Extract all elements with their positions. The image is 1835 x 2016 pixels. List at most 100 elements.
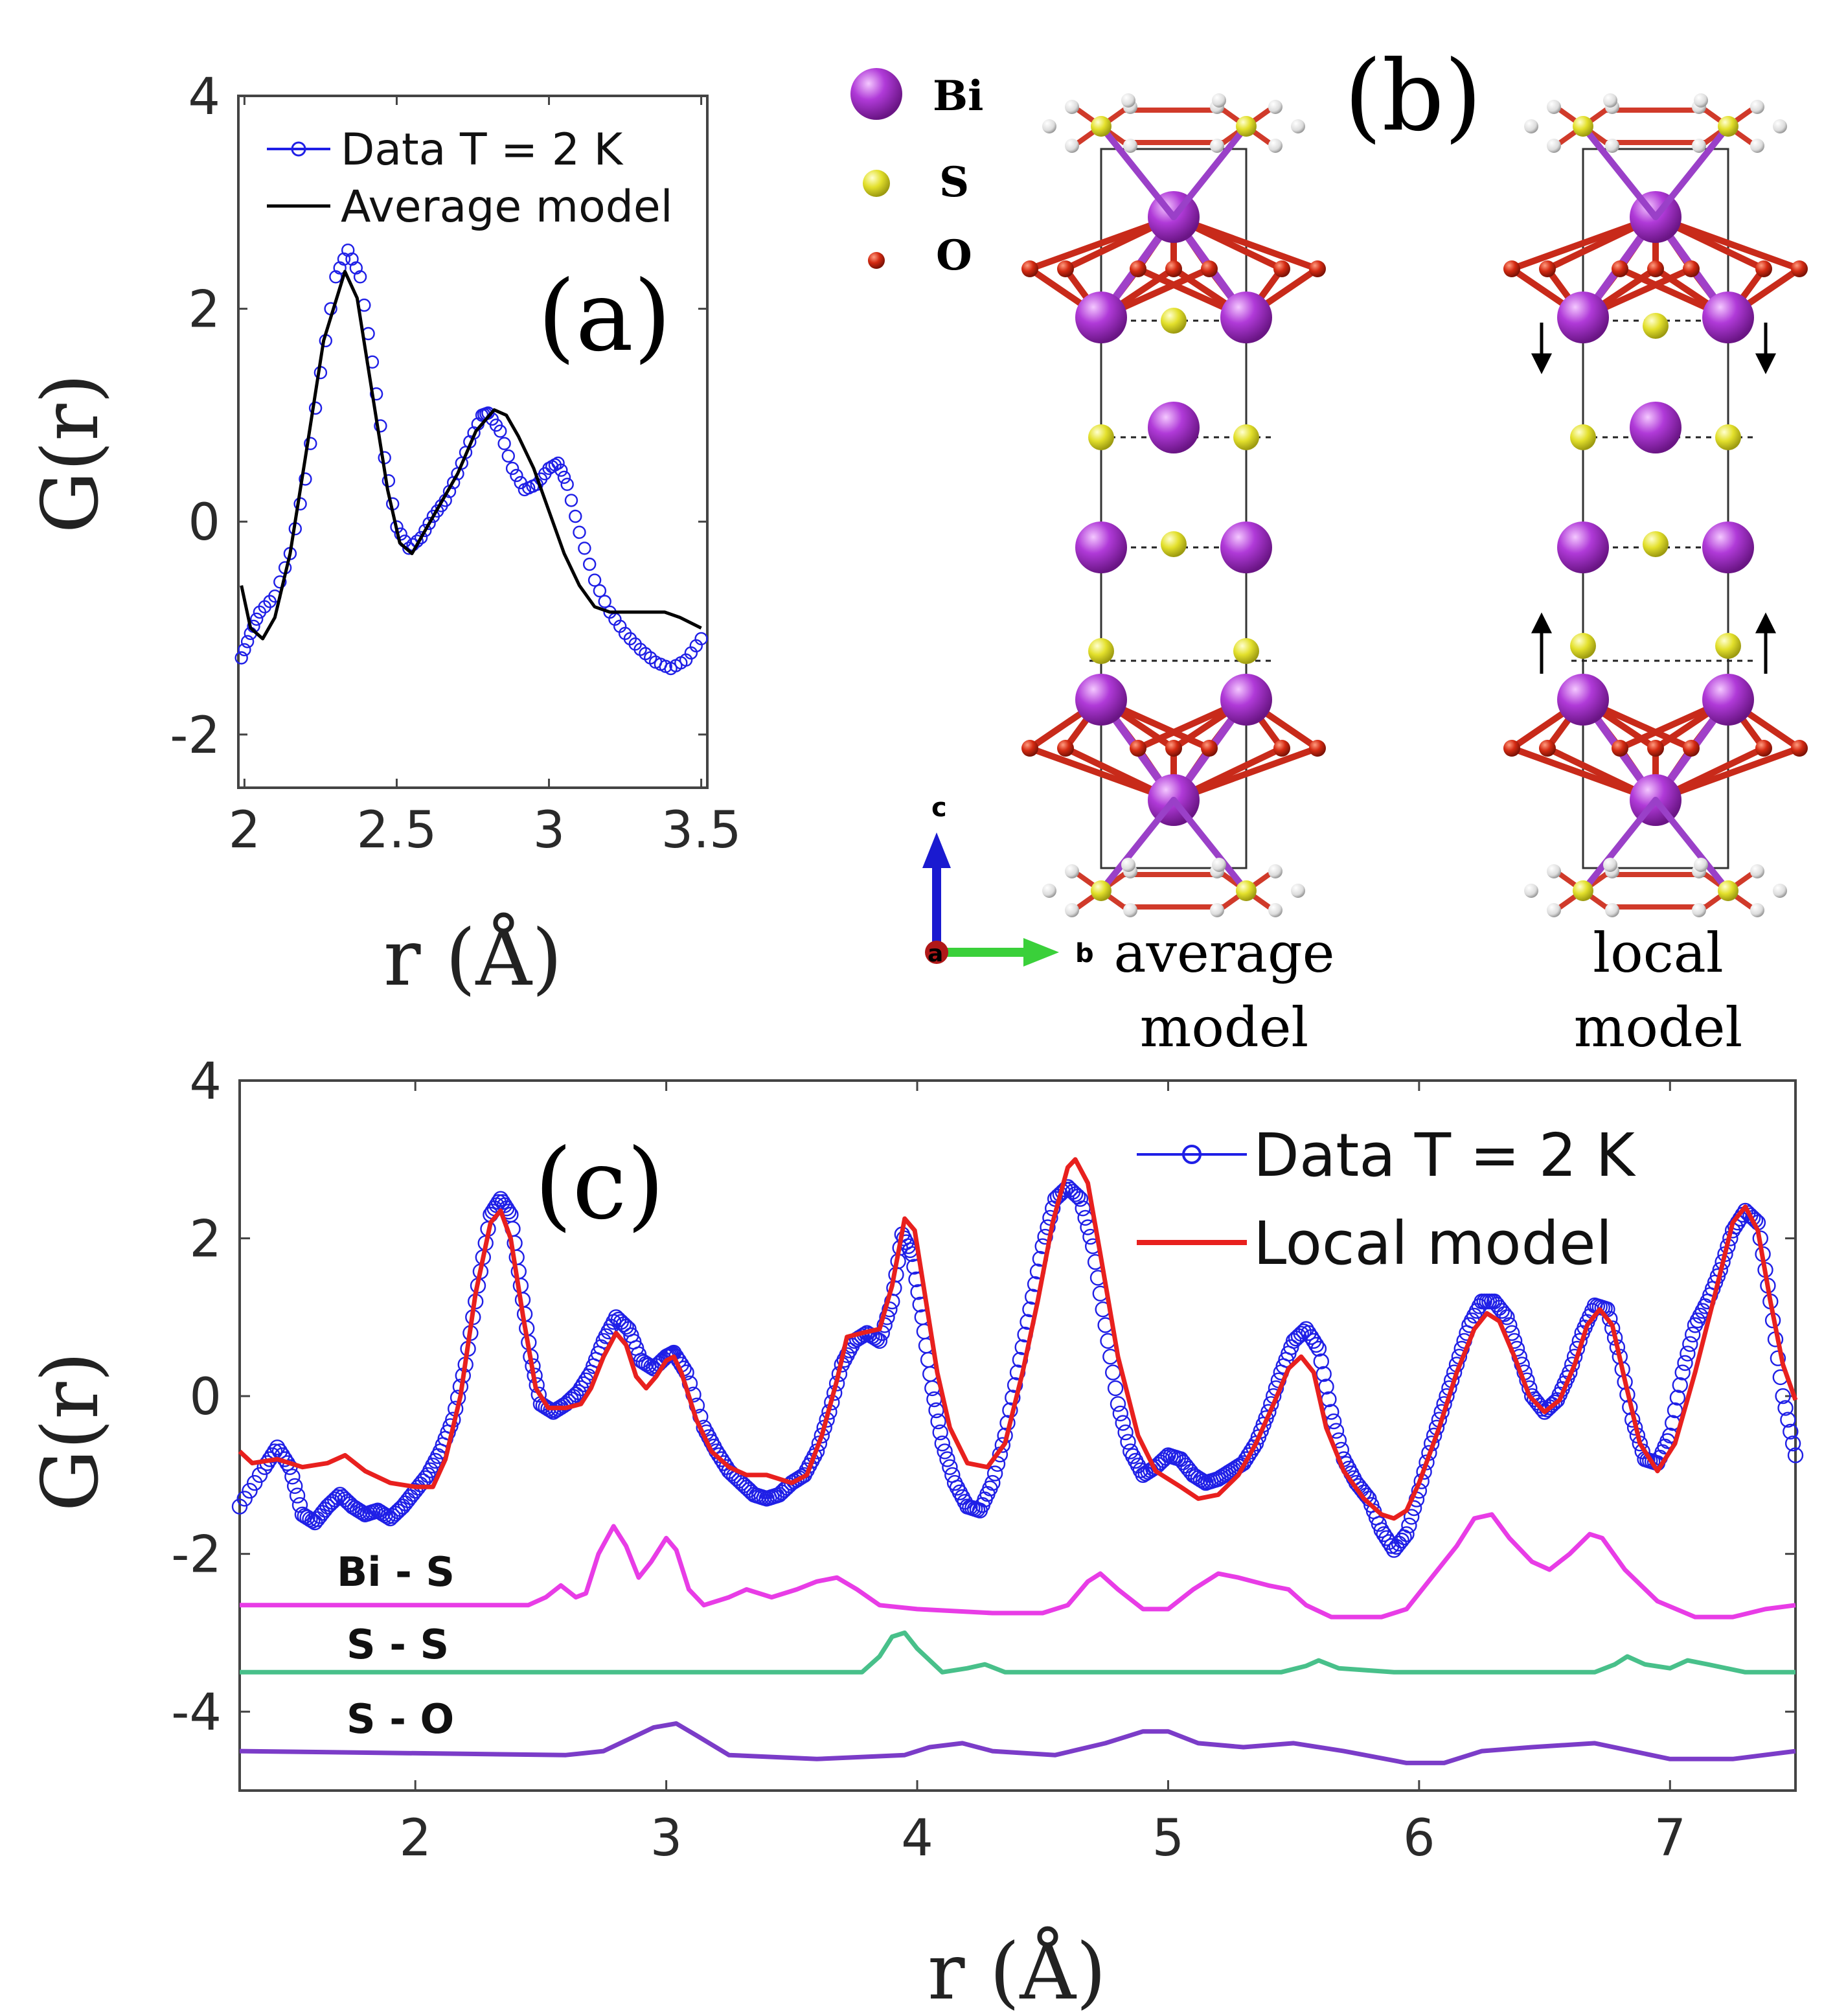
s-o-annotation: S - O	[347, 1695, 454, 1743]
data-point	[1770, 1350, 1786, 1366]
x-tick-label: 3	[650, 1809, 683, 1868]
y-tick-label: 2	[189, 1211, 222, 1269]
data-point	[494, 424, 507, 438]
unit-cell	[1100, 148, 1248, 869]
data-point	[414, 531, 428, 545]
axes-triad: c b a	[922, 793, 1094, 968]
legend-avg-label: Average model	[341, 181, 673, 233]
data-point	[394, 527, 407, 541]
data-point	[247, 1474, 263, 1491]
data-point	[1238, 1451, 1254, 1467]
oxygen-white-atom	[1268, 903, 1282, 917]
sulfur-atom	[1091, 880, 1111, 901]
data-point	[497, 437, 511, 450]
data-point	[238, 643, 251, 657]
oxygen-atom	[1791, 260, 1808, 277]
data-point	[1112, 1405, 1129, 1422]
panel-a-ylabel: G(r)	[26, 374, 116, 534]
data-point	[374, 419, 387, 433]
o-legend-label: O	[936, 231, 972, 280]
data-point	[1784, 1435, 1801, 1452]
x-tick-label: 2.5	[356, 801, 437, 860]
y-tick-label: 0	[189, 1368, 222, 1426]
data-point	[530, 1386, 547, 1403]
data-point	[291, 1496, 308, 1513]
data-point	[1305, 1333, 1322, 1349]
data-point	[1401, 1517, 1417, 1534]
bismuth-atom	[1630, 402, 1681, 453]
oxygen-atom	[1539, 740, 1556, 757]
data-point	[1775, 1388, 1791, 1404]
bi-legend-label: Bi	[933, 72, 983, 120]
data-point	[284, 1469, 301, 1485]
oxygen-atom	[1309, 260, 1326, 277]
oxygen-atom	[1130, 740, 1146, 757]
data-point	[573, 525, 586, 539]
data-point	[578, 542, 591, 555]
oxygen-atom	[1612, 740, 1628, 757]
bi-legend-icon	[850, 68, 902, 120]
y-tick-label: 4	[188, 68, 220, 126]
data-point	[1298, 1321, 1314, 1337]
oxygen-white-atom	[1065, 100, 1079, 114]
oxygen-white-atom	[1268, 139, 1282, 153]
oxygen-atom	[1273, 740, 1290, 757]
data-point	[1677, 1355, 1693, 1371]
bismuth-atom	[1220, 674, 1272, 726]
data-point	[1037, 1228, 1053, 1245]
data-point	[934, 1435, 951, 1452]
oxygen-white-atom	[1694, 93, 1708, 108]
data-point	[240, 635, 255, 648]
sulfur-atom	[1573, 116, 1593, 137]
oxygen-white-atom	[1524, 884, 1538, 898]
data-point	[1602, 1311, 1618, 1327]
oxygen-white-atom	[1121, 858, 1135, 872]
oxygen-white-atom	[1692, 139, 1706, 153]
data-point	[510, 468, 523, 483]
oxygen-atom	[1021, 260, 1038, 277]
arrow-down-icon	[1531, 323, 1553, 374]
oxygen-white-atom	[1773, 884, 1787, 898]
oxygen-white-atom	[1547, 139, 1561, 153]
bismuth-atom	[1702, 521, 1754, 573]
y-tick-label: -2	[171, 1526, 222, 1585]
data-point	[273, 575, 287, 589]
oxygen-atom	[1755, 740, 1772, 757]
oxygen-white-atom	[1773, 119, 1787, 133]
sulfur-atom	[1570, 633, 1596, 659]
legend-local-label: Local model	[1253, 1209, 1612, 1278]
x-tick-label: 7	[1654, 1809, 1686, 1868]
b-axis-arrowhead	[1023, 938, 1059, 967]
bismuth-atom	[1220, 521, 1272, 573]
data-point	[304, 437, 317, 450]
a-axis-dot	[925, 941, 948, 964]
oxygen-white-atom	[1750, 139, 1764, 153]
data-point	[1155, 1452, 1171, 1469]
data-point	[327, 1491, 343, 1507]
y-tick-label: 4	[189, 1053, 222, 1111]
panel-a-legend: Data T = 2 K Average model	[267, 124, 673, 233]
data-point	[939, 1451, 955, 1467]
sulfur-atom	[1088, 638, 1114, 664]
oxygen-white-atom	[1750, 864, 1764, 878]
bismuth-atom	[1702, 292, 1754, 343]
panel-b-tag: (b)	[1344, 40, 1482, 153]
oxygen-white-atom	[1123, 139, 1137, 153]
y-tick-label: -4	[171, 1684, 222, 1742]
oxygen-white-atom	[1547, 903, 1561, 917]
unit-cell	[1582, 148, 1729, 869]
data-point	[694, 632, 708, 646]
data-point	[1117, 1424, 1134, 1441]
data-point	[1040, 1219, 1056, 1235]
sulfur-atom	[1091, 116, 1111, 137]
data-point	[299, 472, 312, 486]
bismuth-atom	[1148, 402, 1200, 453]
data-point	[251, 1467, 268, 1483]
c-axis-label: c	[931, 793, 947, 823]
data-point	[1780, 1412, 1796, 1428]
data-point	[643, 1358, 659, 1375]
oxygen-white-atom	[1268, 864, 1282, 878]
oxygen-white-atom	[1291, 884, 1305, 898]
data-point	[1007, 1377, 1023, 1393]
data-point	[716, 1455, 732, 1471]
